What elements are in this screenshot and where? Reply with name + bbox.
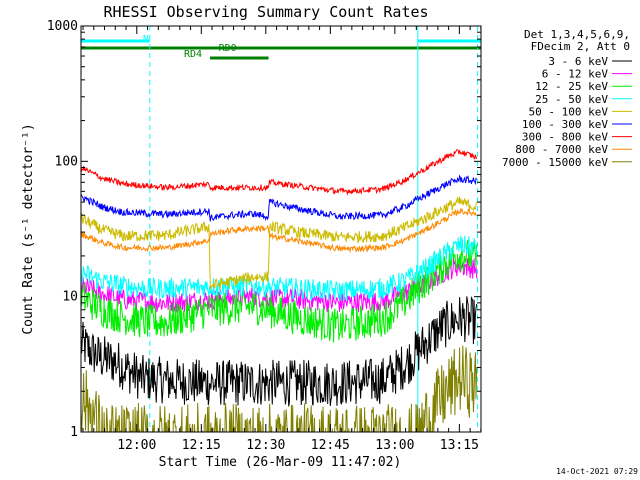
legend-entry: 50 - 100 keV: [529, 105, 609, 118]
y-tick-label: 1000: [47, 19, 78, 34]
series-line: [81, 235, 478, 302]
series-line: [81, 239, 478, 343]
x-axis: 12:00 12:15 12:30 12:45 13:00 13:15: [82, 26, 482, 453]
legend-entry: 25 - 50 keV: [535, 93, 608, 106]
series-line: [81, 295, 478, 407]
series-line: [81, 174, 478, 222]
chart-title: RHESSI Observing Summary Count Rates: [103, 3, 428, 21]
plot-frame: [80, 25, 482, 433]
series-line: [81, 208, 477, 254]
annotation-label: RD0: [219, 43, 237, 54]
x-tick-label: 12:15: [182, 438, 221, 453]
annotation-label: RD4: [184, 49, 202, 60]
legend-header: FDecim 2, Att 0: [531, 40, 630, 53]
legend-entry: 300 - 800 keV: [522, 131, 608, 144]
legend-entry: 7000 - 15000 keV: [502, 156, 608, 169]
legend-entry: 3 - 6 keV: [548, 55, 608, 68]
legend: Det 1,3,4,5,6,9,FDecim 2, Att 0 3 - 6 keV…: [502, 28, 632, 169]
legend-entry: 100 - 300 keV: [522, 118, 608, 131]
x-axis-label: Start Time (26-Mar-09 11:47:02): [159, 455, 402, 470]
legend-header: Det 1,3,4,5,6,9,: [524, 28, 630, 41]
footer-timestamp: 14-Oct-2021 07:29: [556, 467, 638, 476]
x-tick-label: 13:00: [375, 438, 414, 453]
vertical-markers: [149, 26, 479, 432]
legend-entry: 800 - 7000 keV: [515, 143, 608, 156]
series-line: [81, 196, 478, 290]
legend-entry: 6 - 12 keV: [542, 68, 609, 81]
x-tick-label: 12:30: [246, 438, 285, 453]
annotation-label: N: [143, 34, 149, 45]
x-tick-label: 12:00: [117, 438, 156, 453]
y-tick-label: 1: [70, 425, 78, 440]
series-line: [81, 149, 478, 196]
x-tick-label: 12:45: [311, 438, 350, 453]
y-axis: 1 10 100 1000: [47, 19, 481, 440]
y-tick-label: 100: [55, 154, 78, 169]
annotation-bars: N RD0 RD4: [81, 34, 481, 60]
y-tick-label: 10: [62, 290, 78, 305]
x-tick-label: 13:15: [440, 438, 479, 453]
y-axis-label: Count Rate (s⁻¹ detector⁻¹): [21, 123, 36, 334]
legend-entry: 12 - 25 keV: [535, 80, 608, 93]
